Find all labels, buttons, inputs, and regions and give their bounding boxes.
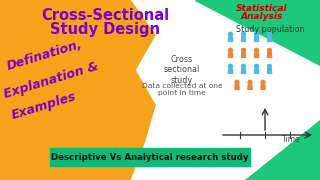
- Polygon shape: [268, 52, 272, 57]
- Text: Study population: Study population: [236, 25, 304, 34]
- Text: Statistical: Statistical: [236, 4, 288, 13]
- Polygon shape: [245, 120, 320, 180]
- Polygon shape: [228, 36, 233, 41]
- Circle shape: [255, 32, 258, 36]
- Text: Examples: Examples: [10, 90, 78, 122]
- Polygon shape: [254, 68, 259, 73]
- Circle shape: [228, 64, 232, 68]
- Polygon shape: [241, 68, 246, 73]
- Polygon shape: [228, 52, 233, 57]
- Polygon shape: [268, 68, 272, 73]
- Text: Cross-Sectional: Cross-Sectional: [41, 8, 169, 23]
- Text: Data collected at one
point in time: Data collected at one point in time: [142, 83, 222, 96]
- Polygon shape: [268, 36, 272, 41]
- Circle shape: [248, 80, 252, 84]
- Circle shape: [255, 64, 258, 68]
- Circle shape: [228, 32, 232, 36]
- Circle shape: [261, 80, 265, 84]
- Polygon shape: [0, 0, 155, 180]
- Circle shape: [268, 64, 271, 68]
- Polygon shape: [241, 36, 246, 41]
- Text: Time: Time: [282, 134, 300, 143]
- Polygon shape: [228, 68, 233, 73]
- Circle shape: [242, 64, 245, 68]
- Polygon shape: [254, 36, 259, 41]
- Polygon shape: [248, 84, 252, 89]
- Text: Analysis: Analysis: [241, 12, 283, 21]
- Text: Explanation &: Explanation &: [2, 59, 100, 101]
- Circle shape: [228, 48, 232, 52]
- Polygon shape: [195, 0, 320, 65]
- Circle shape: [235, 80, 239, 84]
- Polygon shape: [261, 84, 265, 89]
- Text: Cross
sectional
study: Cross sectional study: [164, 55, 200, 85]
- Circle shape: [268, 48, 271, 52]
- Polygon shape: [235, 84, 239, 89]
- Text: Defination,: Defination,: [5, 37, 84, 73]
- Text: Descriptive Vs Analytical research study: Descriptive Vs Analytical research study: [51, 152, 249, 161]
- Bar: [50, 148, 250, 166]
- Text: Study Design: Study Design: [50, 22, 160, 37]
- Circle shape: [242, 48, 245, 52]
- Circle shape: [242, 32, 245, 36]
- Circle shape: [255, 48, 258, 52]
- Polygon shape: [254, 52, 259, 57]
- Circle shape: [268, 32, 271, 36]
- Polygon shape: [241, 52, 246, 57]
